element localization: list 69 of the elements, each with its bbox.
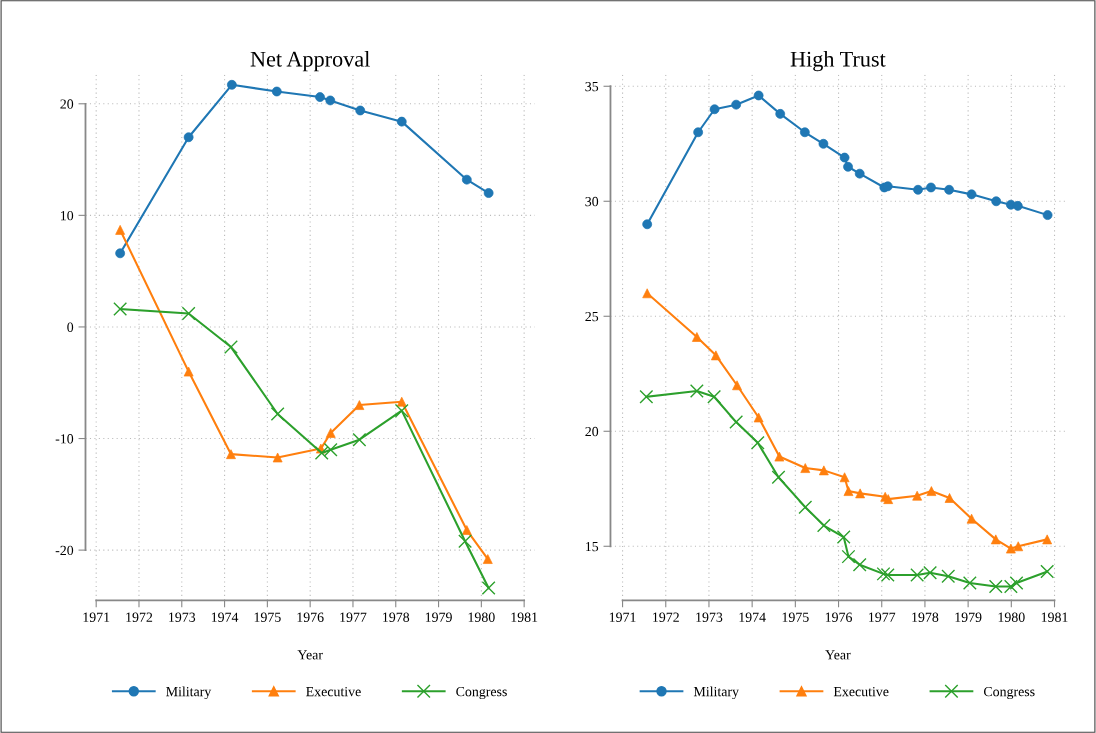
x-tick-label: 1981 [1041, 612, 1068, 622]
chart-title: Net Approval [250, 51, 370, 72]
point [1009, 576, 1024, 591]
point [323, 442, 338, 457]
x-tick-label: 1976 [297, 612, 324, 622]
point [852, 557, 867, 572]
y-tick-label: -20 [55, 545, 74, 556]
point [707, 389, 722, 404]
point [458, 534, 473, 549]
point [876, 566, 891, 581]
x-axis-title: Year [825, 650, 851, 660]
x-tick-label: 1977 [869, 612, 896, 622]
x-tick-label: 1981 [511, 612, 538, 622]
y-tick-label: 20 [585, 426, 599, 437]
x-tick-label: 1971 [83, 612, 110, 622]
y-tick-label: 10 [61, 210, 74, 221]
point [798, 500, 813, 515]
legend-label: Executive [306, 686, 361, 697]
point [314, 446, 329, 460]
point [481, 581, 496, 595]
x-axis-title: Year [297, 650, 323, 660]
point [729, 415, 744, 430]
x-tick-label: 1972 [653, 612, 679, 622]
x-tick-label: 1972 [126, 612, 153, 622]
point [394, 403, 409, 418]
x-tick-label: 1975 [782, 612, 809, 622]
point [113, 302, 128, 317]
x-tick-label: 1978 [912, 612, 939, 622]
point [689, 384, 704, 398]
legend-label: Military [166, 686, 212, 700]
point [880, 568, 895, 582]
y-tick-label: 30 [585, 196, 599, 207]
x-tick-label: 1973 [696, 612, 723, 622]
x-tick-label: 1974 [739, 612, 766, 622]
x-tick-label: 1980 [998, 612, 1025, 622]
y-tick-label: 20 [60, 99, 74, 109]
legend-label: Military [693, 686, 739, 700]
x-tick-label: 1980 [468, 612, 495, 622]
legend-label: Congress [983, 686, 1035, 700]
y-tick-label: 0 [67, 322, 74, 332]
point [771, 470, 786, 485]
x-tick-label: 1971 [609, 612, 636, 622]
point [1040, 564, 1055, 579]
x-tick-label: 1978 [383, 612, 410, 622]
point [941, 569, 956, 584]
y-tick-label: 15 [586, 541, 599, 552]
chart-title: High Trust [790, 51, 886, 72]
point [750, 435, 765, 450]
y-tick-label: 35 [585, 81, 599, 92]
x-tick-label: 1976 [825, 612, 853, 622]
point [224, 340, 238, 354]
point [270, 407, 285, 421]
x-tick-label: 1977 [340, 612, 367, 622]
x-tick-label: 1975 [254, 612, 281, 622]
x-tick-label: 1979 [425, 612, 452, 622]
y-tick-label: -10 [55, 434, 74, 444]
point [841, 549, 856, 564]
legend-label: Executive [833, 686, 889, 697]
point [352, 432, 367, 447]
point [816, 518, 831, 533]
x-tick-label: 1974 [211, 612, 239, 622]
point [962, 576, 977, 591]
point [639, 389, 654, 404]
legend-label: Congress [456, 686, 507, 700]
x-tick-label: 1979 [955, 612, 982, 622]
point [836, 530, 851, 545]
y-tick-label: 25 [585, 311, 599, 322]
point [181, 306, 196, 321]
x-tick-label: 1973 [169, 612, 196, 622]
